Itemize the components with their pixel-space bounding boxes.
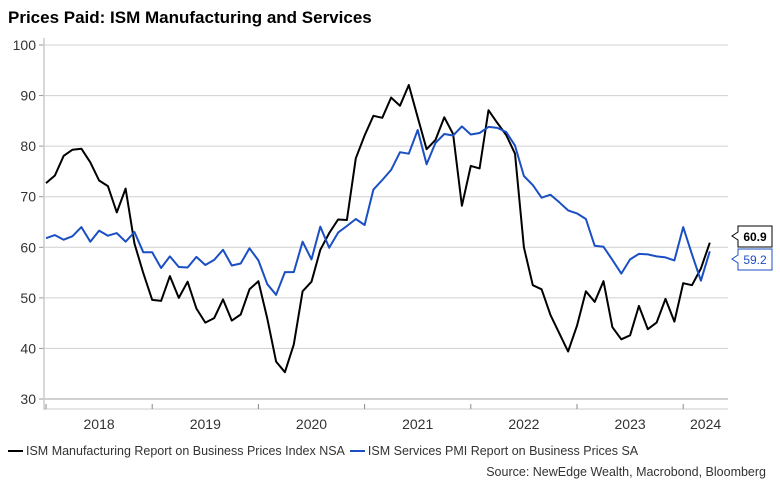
source-note: Source: NewEdge Wealth, Macrobond, Bloom…: [486, 465, 766, 479]
series-line-services: [45, 125, 711, 296]
y-tick-label: 60: [20, 239, 36, 255]
x-tick-label: 2021: [402, 416, 433, 432]
chart-title: Prices Paid: ISM Manufacturing and Servi…: [8, 8, 372, 27]
end-label-box: [731, 225, 773, 248]
series-line-manufacturing: [45, 84, 711, 374]
x-tick-label: 2019: [190, 416, 221, 432]
gridlines: [44, 44, 728, 400]
y-tick-label: 90: [20, 88, 36, 104]
end-label-text: 59.2: [743, 253, 767, 267]
end-labels: 60.9 59.2: [731, 225, 773, 271]
y-tick-label: 50: [20, 290, 36, 306]
x-tick-label: 2024: [690, 416, 721, 432]
series-lines: [45, 84, 711, 374]
end-label-box: [731, 248, 773, 271]
x-tick-label: 2020: [296, 416, 327, 432]
legend: ISM Manufacturing Report on Business Pri…: [8, 444, 643, 458]
y-tick-label: 80: [20, 138, 36, 154]
x-tick-label: 2022: [508, 416, 539, 432]
end-label-services: 59.2: [731, 248, 773, 271]
end-label-manufacturing: 60.9: [731, 225, 773, 248]
end-label-text: 60.9: [743, 230, 767, 244]
y-tick-label: 100: [13, 37, 37, 53]
y-tick-label: 40: [20, 340, 36, 356]
legend-swatch-manufacturing: [8, 450, 23, 452]
legend-item-services: ISM Services PMI Report on Business Pric…: [349, 444, 639, 458]
y-tick-label: 30: [20, 391, 36, 407]
axes: 30 40 50 60 70 80 90 100 2018 2019 2020 2021 2022 202…: [13, 37, 728, 432]
x-tick-label: 2018: [84, 416, 115, 432]
y-tick-label: 70: [20, 189, 36, 205]
legend-label-services: ISM Services PMI Report on Business Pric…: [367, 444, 639, 458]
legend-swatch-services: [349, 450, 365, 452]
x-tick-label: 2023: [615, 416, 646, 432]
legend-label-manufacturing: ISM Manufacturing Report on Business Pri…: [26, 444, 345, 458]
legend-item-manufacturing: ISM Manufacturing Report on Business Pri…: [8, 444, 345, 458]
